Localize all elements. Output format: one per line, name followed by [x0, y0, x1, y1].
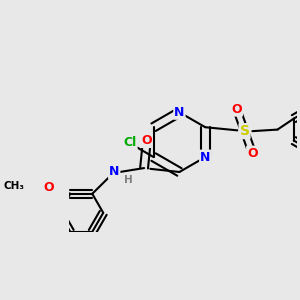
Text: N: N [174, 106, 184, 119]
Text: O: O [231, 103, 242, 116]
Text: CH₃: CH₃ [4, 181, 25, 191]
Text: O: O [43, 181, 54, 194]
Text: S: S [239, 124, 250, 138]
Text: N: N [200, 151, 211, 164]
Text: O: O [247, 147, 258, 160]
Text: N: N [109, 166, 119, 178]
Text: O: O [141, 134, 152, 147]
Text: H: H [124, 175, 133, 185]
Text: Cl: Cl [123, 136, 136, 149]
